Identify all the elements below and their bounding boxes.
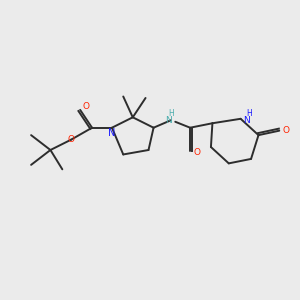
Text: N: N [165,116,172,125]
Text: O: O [82,102,90,111]
Text: H: H [169,109,174,118]
Text: O: O [193,148,200,158]
Text: H: H [246,109,252,118]
Text: N: N [243,116,249,125]
Text: O: O [68,135,75,144]
Text: N: N [108,128,116,138]
Text: O: O [282,126,289,135]
